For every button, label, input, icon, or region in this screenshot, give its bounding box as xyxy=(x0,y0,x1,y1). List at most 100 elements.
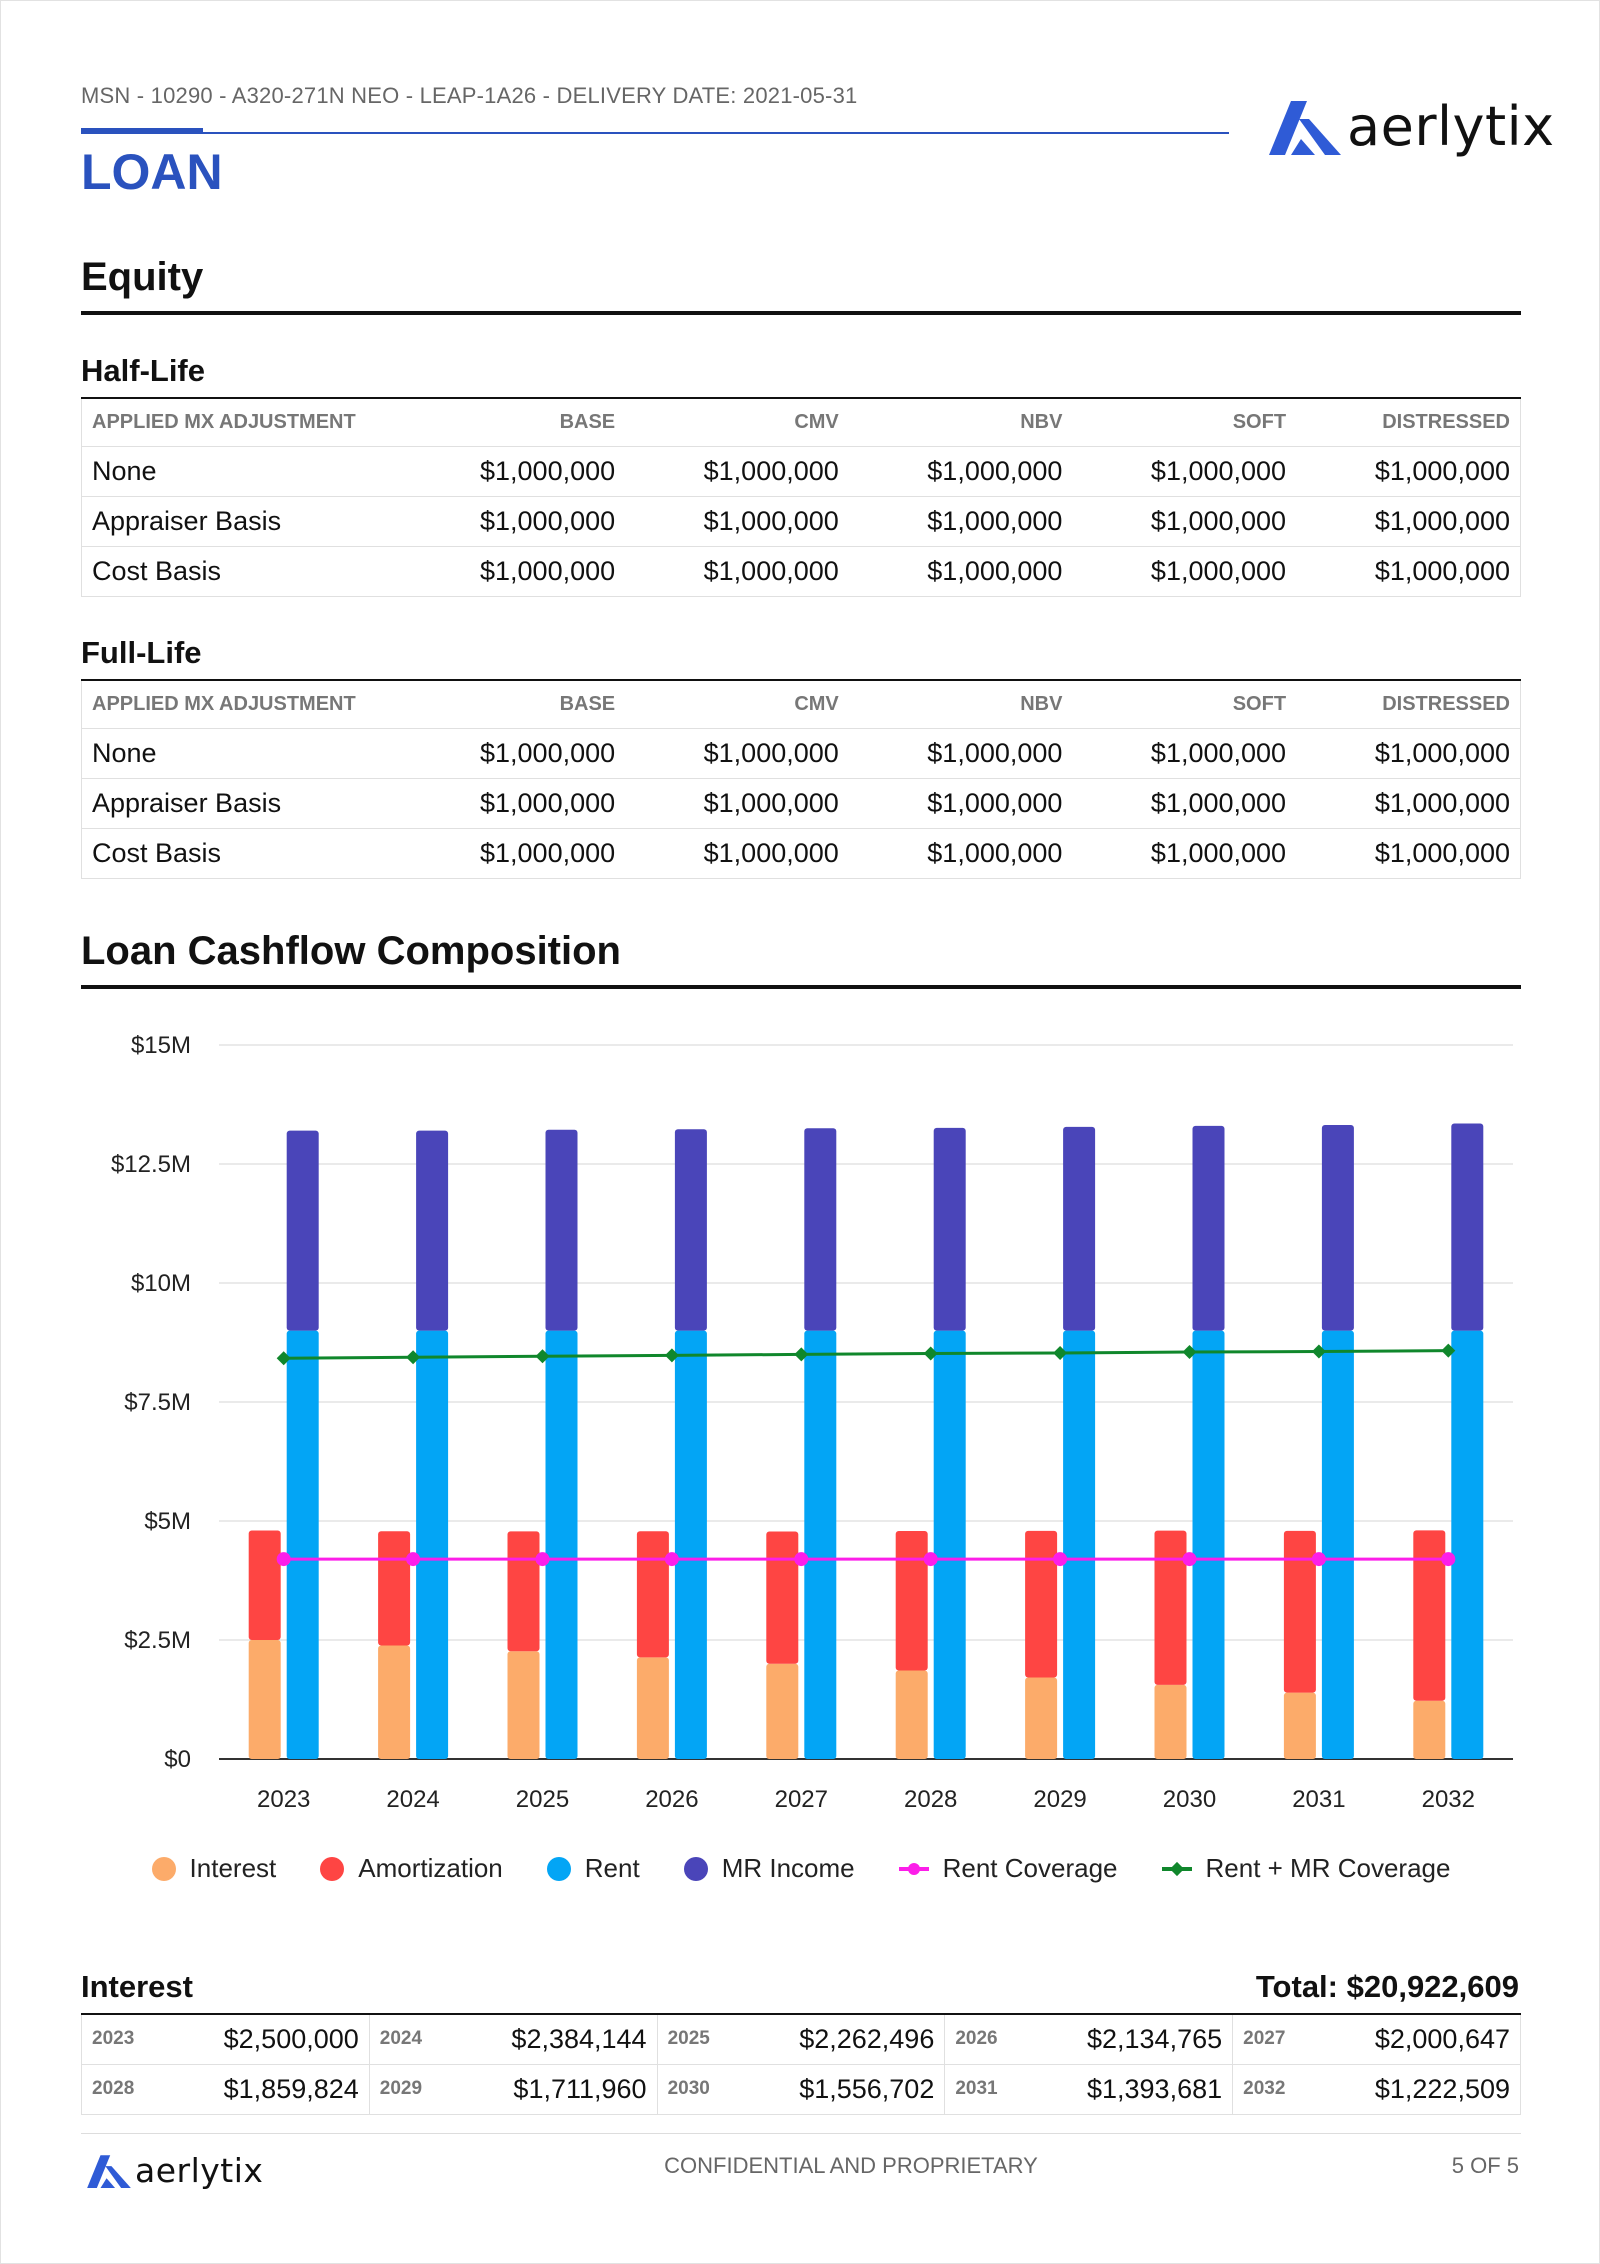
bar-rent xyxy=(804,1330,837,1759)
bar-interest xyxy=(378,1645,411,1759)
bar-interest xyxy=(1413,1700,1446,1759)
column-header: APPLIED MX ADJUSTMENT xyxy=(81,680,402,729)
legend-line-swatch xyxy=(898,1862,929,1875)
aerlytix-logo-icon xyxy=(1269,100,1341,155)
legend-label: Rent + MR Coverage xyxy=(1205,1853,1451,1883)
point-rent-mr-coverage xyxy=(1311,1344,1326,1359)
x-tick-label: 2026 xyxy=(645,1786,698,1813)
interest-title: Interest xyxy=(81,1969,193,2004)
equity-value: $1,000,000 xyxy=(625,496,849,547)
bar-amortization xyxy=(895,1531,928,1671)
adjustment-label: Cost Basis xyxy=(81,546,402,597)
interest-table: 2023 $2,500,000 2024 $2,384,144 2025 $2,262,4… xyxy=(81,2013,1521,2115)
footer-rule xyxy=(81,2133,1521,2134)
equity-value: $1,000,000 xyxy=(1296,446,1522,497)
point-rent-mr-coverage xyxy=(664,1348,679,1363)
bar-amortization xyxy=(1025,1530,1058,1678)
half-life-title: Half-Life xyxy=(81,353,205,388)
point-rent-coverage xyxy=(406,1552,421,1567)
table-header-row: APPLIED MX ADJUSTMENT BASE CMV NBV SOFT DISTR… xyxy=(81,398,1522,447)
x-tick-label: 2023 xyxy=(257,1786,310,1813)
column-header: DISTRESSED xyxy=(1296,398,1522,447)
equity-value: $1,000,000 xyxy=(1296,778,1522,829)
equity-title: Equity xyxy=(81,255,204,299)
equity-value: $1,000,000 xyxy=(401,496,626,547)
point-rent-mr-coverage xyxy=(923,1346,938,1361)
interest-year: 2023 xyxy=(81,2013,160,2065)
column-header: BASE xyxy=(401,398,626,447)
point-rent-mr-coverage xyxy=(1441,1343,1456,1358)
legend-item: Rent + MR Coverage xyxy=(1161,1853,1451,1884)
point-rent-coverage xyxy=(664,1552,679,1567)
adjustment-label: Cost Basis xyxy=(81,828,402,879)
x-tick-label: 2032 xyxy=(1422,1786,1475,1813)
interest-value: $2,384,144 xyxy=(447,2013,658,2065)
adjustment-label: None xyxy=(81,728,402,779)
equity-value: $1,000,000 xyxy=(625,828,849,879)
bar-amortization xyxy=(1154,1530,1187,1685)
x-tick-label: 2024 xyxy=(386,1786,439,1813)
equity-value: $1,000,000 xyxy=(1072,546,1297,597)
equity-value: $1,000,000 xyxy=(1296,828,1522,879)
bar-mr-income xyxy=(804,1128,837,1331)
bar-rent xyxy=(286,1330,319,1759)
bar-mr-income xyxy=(1063,1126,1096,1331)
equity-value: $1,000,000 xyxy=(625,728,849,779)
bar-rent xyxy=(1451,1330,1484,1759)
full-life-title: Full-Life xyxy=(81,635,202,670)
legend-marker xyxy=(907,1862,920,1875)
column-header: NBV xyxy=(848,398,1073,447)
equity-value: $1,000,000 xyxy=(401,828,626,879)
equity-value: $1,000,000 xyxy=(401,778,626,829)
equity-value: $1,000,000 xyxy=(848,778,1073,829)
legend-item: Rent xyxy=(546,1853,640,1884)
table-header-row: APPLIED MX ADJUSTMENT BASE CMV NBV SOFT DISTR… xyxy=(81,680,1522,729)
table-row: Cost Basis $1,000,000 $1,000,000 $1,000,000… xyxy=(81,828,1522,879)
equity-value: $1,000,000 xyxy=(848,446,1073,497)
equity-value: $1,000,000 xyxy=(1072,496,1297,547)
equity-value: $1,000,000 xyxy=(401,546,626,597)
interest-year: 2029 xyxy=(368,2063,448,2115)
point-rent-coverage xyxy=(535,1552,550,1567)
interest-value: $1,556,702 xyxy=(735,2063,946,2115)
equity-value: $1,000,000 xyxy=(625,446,849,497)
y-tick-label: $12.5M xyxy=(111,1151,191,1178)
adjustment-label: Appraiser Basis xyxy=(81,496,402,547)
x-tick-label: 2027 xyxy=(775,1786,828,1813)
x-tick-label: 2031 xyxy=(1292,1786,1345,1813)
point-rent-coverage xyxy=(923,1552,938,1567)
y-tick-label: $2.5M xyxy=(124,1627,191,1654)
point-rent-mr-coverage xyxy=(794,1347,809,1362)
bar-interest xyxy=(895,1670,928,1759)
equity-value: $1,000,000 xyxy=(625,778,849,829)
legend-marker xyxy=(1169,1861,1184,1876)
cashflow-rule xyxy=(81,985,1521,989)
page-number: 5 OF 5 xyxy=(1451,2153,1519,2178)
equity-value: $1,000,000 xyxy=(848,546,1073,597)
bar-interest xyxy=(766,1663,799,1759)
bar-interest xyxy=(1283,1692,1316,1759)
aerlytix-logo: aerlytix xyxy=(1269,95,1555,158)
interest-value: $1,393,681 xyxy=(1022,2063,1234,2115)
legend-item: MR Income xyxy=(683,1853,855,1884)
interest-value: $2,134,765 xyxy=(1022,2013,1234,2065)
x-tick-label: 2025 xyxy=(516,1786,569,1813)
bar-rent xyxy=(674,1330,707,1759)
cashflow-title: Loan Cashflow Composition xyxy=(81,929,621,973)
column-header: CMV xyxy=(625,398,849,447)
half-life-table: APPLIED MX ADJUSTMENT BASE CMV NBV SOFT DISTR… xyxy=(81,397,1522,597)
interest-value: $1,222,509 xyxy=(1310,2063,1521,2115)
interest-year: 2025 xyxy=(656,2013,735,2065)
bar-mr-income xyxy=(1192,1125,1225,1331)
table-row: Appraiser Basis $1,000,000 $1,000,000 $1,00… xyxy=(81,778,1522,829)
point-rent-coverage xyxy=(1311,1552,1326,1567)
point-rent-coverage xyxy=(1053,1552,1068,1567)
interest-value: $1,859,824 xyxy=(159,2063,370,2115)
column-header: NBV xyxy=(848,680,1073,729)
bar-mr-income xyxy=(933,1127,966,1331)
aerlytix-logo-icon xyxy=(87,2154,131,2188)
legend-item: Rent Coverage xyxy=(898,1853,1118,1884)
bar-mr-income xyxy=(545,1129,578,1331)
equity-rule xyxy=(81,311,1521,315)
bar-rent xyxy=(1192,1330,1225,1759)
